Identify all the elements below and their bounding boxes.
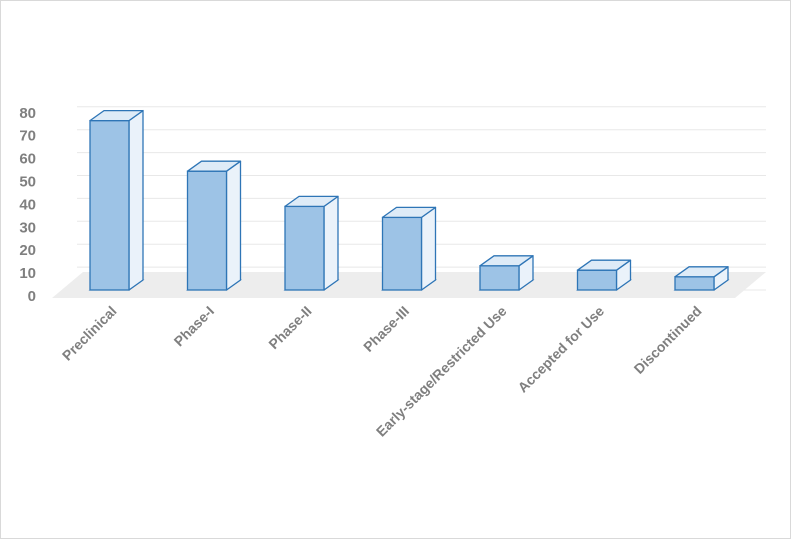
y-tick-label: 40: [19, 196, 36, 213]
y-tick-label: 20: [19, 242, 36, 259]
bar: [380, 206, 438, 291]
bar: [185, 160, 243, 291]
x-tick-label: Phase-III: [360, 303, 412, 355]
y-tick-label: 50: [19, 174, 36, 191]
x-tick-label: Preclinical: [59, 303, 120, 364]
bars: [88, 109, 730, 291]
bar: [673, 266, 730, 291]
x-axis-labels: Preclinical Phase-I Phase-II Phase-IIIEarly…: [59, 303, 705, 440]
y-tick-label: 60: [19, 151, 36, 168]
bar: [575, 259, 633, 291]
x-tick-label: Phase-II: [265, 303, 314, 352]
y-axis-ticks: 0 10 20 30 40 50 60 70 80: [19, 105, 36, 305]
bar: [88, 109, 145, 291]
y-tick-label: 0: [28, 288, 36, 305]
y-tick-label: 30: [19, 219, 36, 236]
x-tick-label: Discontinued: [631, 303, 705, 377]
bar: [478, 255, 535, 291]
y-tick-label: 80: [19, 105, 36, 122]
y-tick-label: 10: [19, 265, 36, 282]
bar: [283, 195, 340, 291]
x-tick-label: Phase-I: [171, 303, 218, 350]
y-tick-label: 70: [19, 128, 36, 145]
x-tick-label: Accepted for Use: [514, 303, 607, 396]
